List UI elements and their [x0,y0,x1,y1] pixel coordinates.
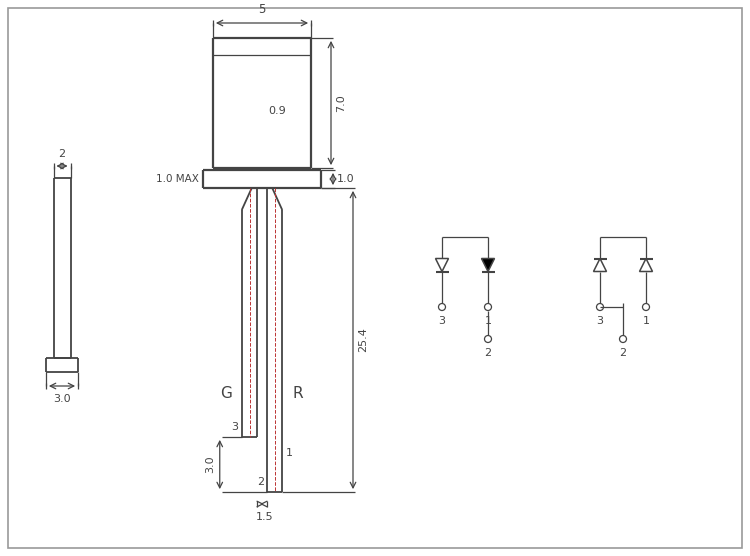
Text: 3: 3 [439,316,446,326]
Text: 3.0: 3.0 [53,394,70,404]
Text: 3.0: 3.0 [205,456,214,473]
Text: 2: 2 [58,149,65,159]
Text: 2: 2 [256,477,264,487]
Polygon shape [640,259,652,271]
Text: 5: 5 [258,3,266,16]
Text: 2: 2 [620,348,626,358]
Text: 1: 1 [286,448,293,458]
Text: R: R [292,385,303,400]
Text: 1: 1 [484,316,491,326]
Text: 25.4: 25.4 [358,327,368,353]
Text: 2: 2 [484,348,491,358]
Text: 3: 3 [596,316,604,326]
Text: G: G [220,385,232,400]
Polygon shape [436,259,448,271]
Text: 1.0: 1.0 [337,174,355,184]
Text: 1.5: 1.5 [256,512,274,522]
Polygon shape [593,259,607,271]
Text: 3: 3 [232,422,238,432]
Text: 0.9: 0.9 [268,107,286,117]
Polygon shape [482,259,494,271]
Text: 1.0 MAX: 1.0 MAX [156,174,199,184]
Text: 7.0: 7.0 [336,94,346,112]
Text: 1: 1 [643,316,650,326]
